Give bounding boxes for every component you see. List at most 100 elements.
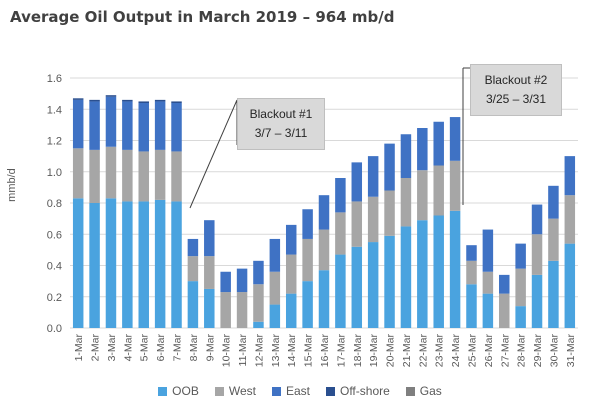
- x-axis: 1-Mar 2-Mar 3-Mar 4-Mar 5-Mar 6-Mar 7-Mar 8-Mar…: [73, 333, 577, 367]
- x-tick-label: 14-Mar: [286, 334, 298, 368]
- bar-segment-west: [253, 284, 264, 322]
- bar-segment-off-shore: [105, 95, 117, 97]
- x-tick-label: 20-Mar: [385, 334, 397, 368]
- y-tick-label: 1.4: [47, 104, 62, 116]
- x-tick-label: 19-Mar: [368, 334, 380, 368]
- y-tick-label: 1.0: [47, 167, 62, 179]
- bar-segment-oob: [187, 281, 199, 328]
- legend-label: Gas: [419, 384, 442, 398]
- bar-segment-east: [499, 274, 510, 294]
- bar-segment-oob: [138, 201, 149, 328]
- bar-segment-west: [531, 234, 543, 275]
- x-tick-label: 21-Mar: [401, 334, 413, 368]
- bar-segment-east: [335, 178, 346, 213]
- x-tick-label: 30-Mar: [548, 334, 560, 368]
- callout-blackout-1-dates: 3/7 – 3/11: [254, 126, 308, 140]
- callout-blackout-2: Blackout #2 3/25 – 3/31: [470, 64, 562, 116]
- x-tick-label: 10-Mar: [221, 334, 233, 368]
- bar-segment-east: [302, 209, 313, 239]
- bar-segment-oob: [384, 235, 395, 328]
- legend-item-west: West: [214, 384, 256, 398]
- bar-segment-oob: [564, 243, 576, 328]
- bar-segment-oob: [72, 198, 84, 328]
- x-tick-label: 9-Mar: [204, 333, 216, 361]
- bar-segment-east: [220, 271, 231, 293]
- bar-segment-oob: [89, 203, 100, 328]
- bar-segment-east: [400, 134, 412, 178]
- bar-segment-east: [285, 224, 297, 255]
- legend-swatch: [214, 386, 224, 396]
- bar-segment-west: [335, 212, 346, 255]
- bar-segment-east: [204, 220, 215, 257]
- bar-segment-west: [171, 151, 182, 202]
- bar-segment-oob: [171, 201, 182, 328]
- bar-segment-west: [564, 195, 576, 244]
- bar-segment-oob: [351, 246, 363, 328]
- x-tick-label: 22-Mar: [417, 334, 429, 368]
- bar-segment-east: [351, 162, 363, 202]
- y-tick-label: 0.6: [47, 229, 62, 241]
- bar-segment-oob: [466, 284, 477, 328]
- x-tick-label: 8-Mar: [188, 333, 200, 361]
- bar-segment-oob: [531, 274, 543, 328]
- bar-segment-west: [384, 190, 395, 236]
- bar-segment-oob: [367, 242, 379, 328]
- x-tick-label: 16-Mar: [319, 334, 331, 368]
- bar-segment-west: [285, 254, 297, 294]
- legend-label: West: [228, 384, 256, 398]
- x-tick-label: 7-Mar: [172, 333, 184, 361]
- bar-segment-west: [548, 218, 559, 261]
- bar-segment-off-shore: [72, 98, 84, 100]
- bar-segment-west: [105, 146, 117, 199]
- bar-segment-oob: [204, 288, 215, 328]
- bar-segment-west: [269, 271, 281, 305]
- bar-segment-west: [351, 201, 363, 247]
- bar-segment-off-shore: [154, 99, 166, 102]
- bar-segment-west: [236, 292, 248, 328]
- bar-segment-oob: [400, 226, 412, 328]
- legend-label: East: [285, 384, 310, 398]
- bar-segment-west: [433, 165, 444, 216]
- legend-label: Off-shore: [339, 384, 390, 398]
- bar-segment-oob: [269, 304, 281, 328]
- bar-segment-west: [417, 170, 428, 221]
- bar-segment-west: [220, 292, 231, 328]
- bar-segment-off-shore: [171, 101, 182, 103]
- bar-segment-oob: [302, 281, 313, 328]
- legend-swatch: [158, 386, 168, 396]
- x-tick-label: 3-Mar: [106, 333, 118, 361]
- callout-leaders: [189, 67, 470, 209]
- bar-segment-east: [72, 99, 84, 149]
- bar-segment-east: [466, 245, 477, 261]
- y-tick-label: 0.2: [47, 292, 62, 304]
- legend-item-oob: OOB: [158, 384, 199, 398]
- bar-segment-west: [302, 238, 313, 282]
- bar-segment-oob: [253, 321, 264, 328]
- bar-segment-east: [187, 238, 199, 257]
- bar-segment-oob: [105, 198, 117, 328]
- bar-segment-oob: [122, 201, 133, 328]
- bar-segment-west: [499, 293, 510, 328]
- bar-segment-west: [400, 178, 412, 227]
- bar-segment-east: [171, 103, 182, 152]
- y-axis-title: mmb/d: [6, 168, 18, 202]
- bar-segment-oob: [154, 199, 166, 328]
- x-tick-label: 23-Mar: [434, 334, 446, 368]
- bar-segment-east: [89, 101, 100, 150]
- bar-segment-east: [417, 128, 428, 171]
- bar-segment-west: [449, 160, 461, 211]
- bar-segment-oob: [417, 220, 428, 328]
- legend: OOB West East Off-shore Gas: [0, 384, 600, 398]
- x-tick-label: 5-Mar: [139, 333, 151, 361]
- bar-segment-off-shore: [89, 99, 100, 102]
- bar-segment-east: [253, 260, 264, 285]
- bar-segment-east: [564, 156, 576, 196]
- bar-segment-east: [515, 243, 526, 269]
- legend-label: OOB: [172, 384, 199, 398]
- x-tick-label: 29-Mar: [532, 334, 544, 368]
- x-tick-label: 27-Mar: [499, 334, 511, 368]
- bar-segment-oob: [515, 306, 526, 328]
- bar-segment-east: [138, 103, 149, 152]
- x-tick-label: 17-Mar: [335, 334, 347, 368]
